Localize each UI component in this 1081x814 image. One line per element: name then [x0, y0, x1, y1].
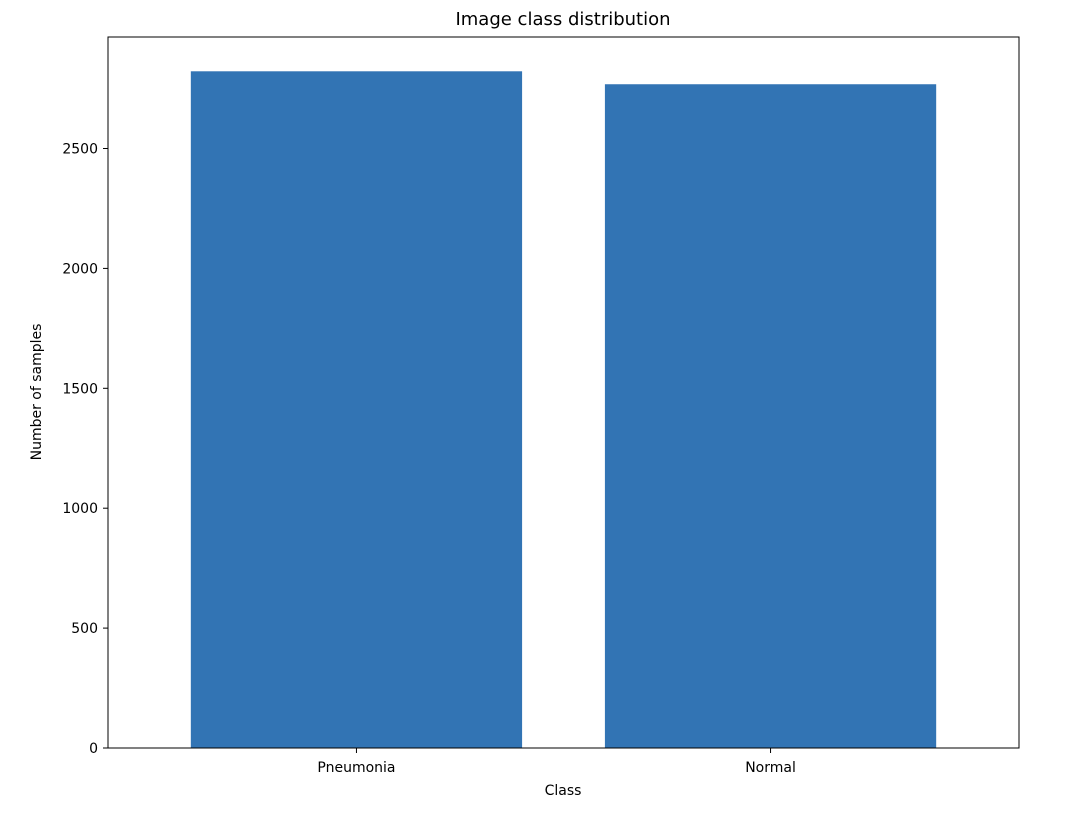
- y-tick-label: 1500: [62, 381, 98, 397]
- x-tick-label: Pneumonia: [317, 760, 395, 776]
- y-axis-label: Number of samples: [29, 324, 45, 461]
- chart-title: Image class distribution: [455, 9, 670, 30]
- x-tick-label: Normal: [745, 760, 796, 776]
- bars-group: [190, 71, 937, 749]
- y-tick-label: 1000: [62, 501, 98, 517]
- y-tick-label: 2500: [62, 142, 98, 158]
- x-axis-label: Class: [545, 783, 582, 799]
- y-tick-label: 2000: [62, 261, 98, 277]
- bar-pneumonia: [190, 71, 523, 748]
- y-axis-ticks: 0 500 1000 1500 2000 2500: [62, 142, 108, 757]
- y-tick-label: 500: [71, 621, 98, 637]
- y-tick-label: 0: [89, 741, 98, 757]
- bar-normal: [604, 84, 937, 749]
- plot-area-frame: [107, 36, 1020, 749]
- x-axis-ticks: Pneumonia Normal: [317, 748, 796, 776]
